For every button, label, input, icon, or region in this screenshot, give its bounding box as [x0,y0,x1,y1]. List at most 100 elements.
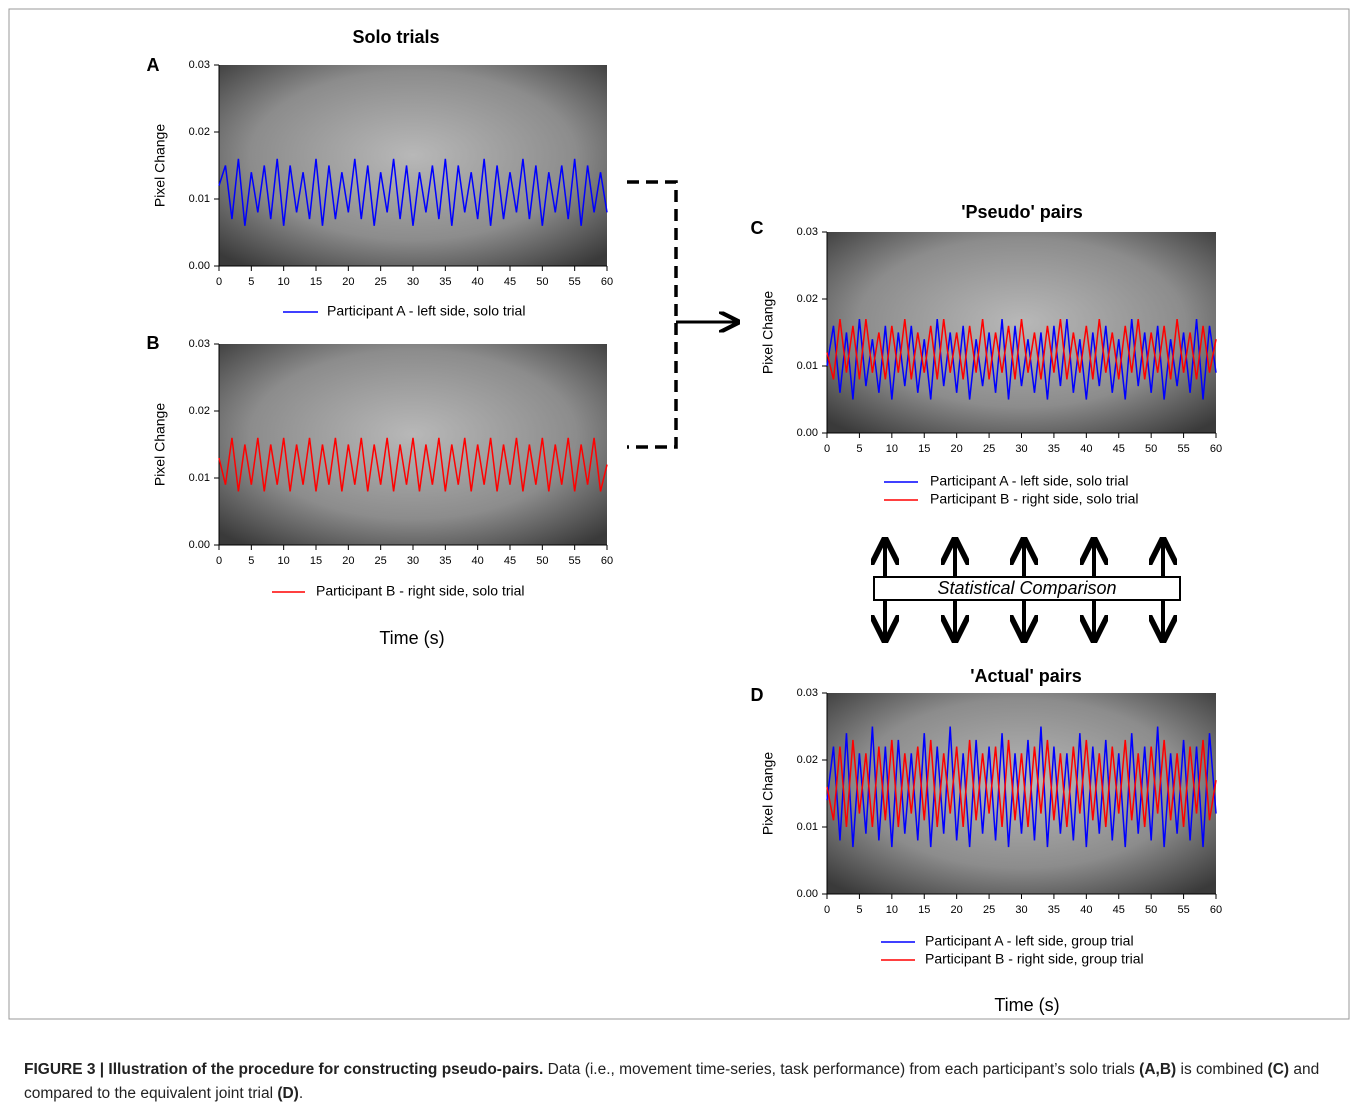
x-tick-label: 30 [1015,443,1027,455]
comparison-label: Statistical Comparison [937,578,1116,598]
legend-label: Participant B - right side, solo trial [930,491,1139,507]
x-tick-label: 0 [216,276,222,288]
chart-title: Solo trials [352,27,439,47]
x-tick-label: 40 [1080,443,1092,455]
legend-label: Participant A - left side, solo trial [327,303,525,319]
y-tick-label: 0.02 [189,405,210,417]
x-tick-label: 45 [1113,443,1125,455]
y-tick-label: 0.01 [797,821,818,833]
chart-title: 'Actual' pairs [970,666,1082,686]
panel-label: D [751,685,764,705]
y-tick-label: 0.00 [189,539,210,551]
x-tick-label: 15 [310,276,322,288]
x-tick-label: 10 [886,904,898,916]
y-tick-label: 0.02 [189,126,210,138]
caption-text: . [299,1085,303,1102]
panel-label: B [147,333,160,353]
x-tick-label: 0 [216,555,222,567]
caption: FIGURE 3 | Illustration of the procedure… [24,1058,1344,1106]
y-tick-label: 0.02 [797,754,818,766]
x-tick-label: 5 [248,276,254,288]
x-tick-label: 0 [824,904,830,916]
y-tick-label: 0.00 [189,260,210,272]
x-tick-label: 5 [248,555,254,567]
y-tick-label: 0.03 [797,226,818,238]
y-tick-label: 0.00 [797,427,818,439]
legend-label: Participant A - left side, solo trial [930,473,1128,489]
y-axis-label: Pixel Change [152,403,168,486]
x-tick-label: 5 [856,443,862,455]
x-tick-label: 40 [1080,904,1092,916]
y-tick-label: 0.02 [797,293,818,305]
x-tick-label: 60 [601,276,613,288]
x-tick-label: 30 [407,555,419,567]
bracket [627,182,676,447]
x-tick-label: 15 [918,443,930,455]
caption-title: FIGURE 3 | Illustration of the procedure… [24,1061,543,1078]
x-tick-label: 5 [856,904,862,916]
x-tick-label: 35 [439,276,451,288]
y-tick-label: 0.00 [797,888,818,900]
chart-title: 'Pseudo' pairs [961,202,1083,222]
x-tick-label: 30 [1015,904,1027,916]
x-tick-label: 10 [278,555,290,567]
x-axis-label: Time (s) [379,628,444,648]
x-tick-label: 20 [951,904,963,916]
y-axis-label: Pixel Change [760,752,776,835]
x-tick-label: 60 [601,555,613,567]
y-tick-label: 0.01 [797,360,818,372]
y-tick-label: 0.03 [189,338,210,350]
plot-background [219,344,607,545]
legend-label: Participant B - right side, group trial [925,951,1144,967]
x-tick-label: 55 [1177,904,1189,916]
legend-label: Participant A - left side, group trial [925,933,1134,949]
x-axis-label: Time (s) [994,995,1059,1015]
x-tick-label: 25 [375,555,387,567]
page: Statistical Comparison Solo trials A Pixel… [0,0,1358,1107]
x-tick-label: 35 [1048,443,1060,455]
x-tick-label: 45 [504,555,516,567]
x-tick-label: 15 [918,904,930,916]
x-tick-label: 50 [1145,904,1157,916]
x-tick-label: 35 [439,555,451,567]
caption-text: is combined [1181,1061,1264,1078]
x-tick-label: 30 [407,276,419,288]
panel-label: A [147,55,160,75]
y-axis-label: Pixel Change [152,124,168,207]
x-tick-label: 20 [342,555,354,567]
x-tick-label: 50 [1145,443,1157,455]
caption-ref: (A,B) [1139,1061,1176,1078]
x-tick-label: 25 [983,904,995,916]
x-tick-label: 55 [569,555,581,567]
x-tick-label: 45 [1113,904,1125,916]
x-tick-label: 15 [310,555,322,567]
y-tick-label: 0.03 [797,687,818,699]
caption-text: Data (i.e., movement time-series, task p… [548,1061,1135,1078]
x-tick-label: 45 [504,276,516,288]
x-tick-label: 25 [375,276,387,288]
x-tick-label: 25 [983,443,995,455]
x-tick-label: 55 [1177,443,1189,455]
y-tick-label: 0.03 [189,59,210,71]
x-tick-label: 20 [951,443,963,455]
y-axis-label: Pixel Change [760,291,776,374]
y-tick-label: 0.01 [189,193,210,205]
x-tick-label: 20 [342,276,354,288]
plot-background [827,693,1216,894]
x-tick-label: 50 [536,276,548,288]
x-tick-label: 35 [1048,904,1060,916]
x-tick-label: 60 [1210,904,1222,916]
panel-label: C [751,218,764,238]
x-tick-label: 40 [472,276,484,288]
x-tick-label: 40 [472,555,484,567]
caption-ref: (C) [1268,1061,1290,1078]
figure: Statistical Comparison Solo trials A Pixel… [0,0,1358,1040]
legend-label: Participant B - right side, solo trial [316,583,525,599]
x-tick-label: 50 [536,555,548,567]
x-tick-label: 0 [824,443,830,455]
x-tick-label: 10 [886,443,898,455]
caption-ref: (D) [277,1085,299,1102]
x-tick-label: 10 [278,276,290,288]
x-tick-label: 55 [569,276,581,288]
y-tick-label: 0.01 [189,472,210,484]
